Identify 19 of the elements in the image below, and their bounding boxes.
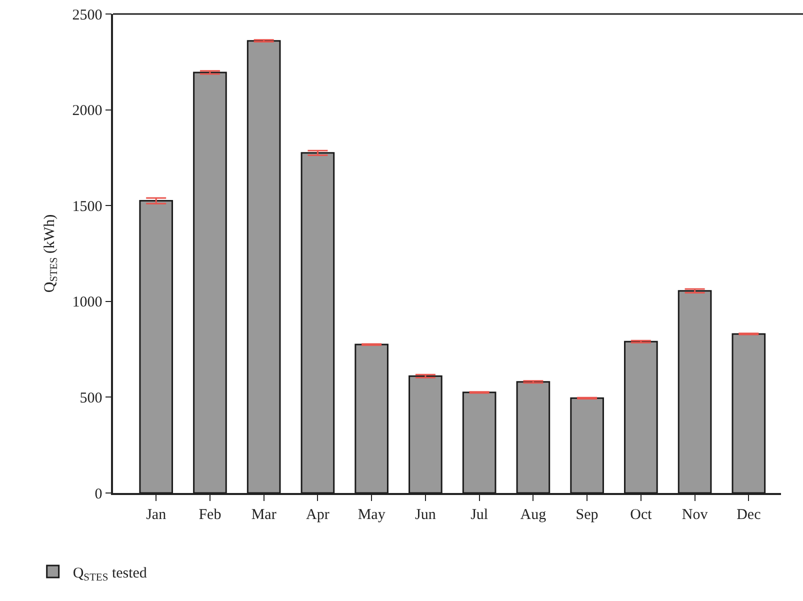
x-tick-label: Jan [146, 506, 167, 523]
x-tick-label: Jul [470, 506, 488, 523]
x-tick-label: May [358, 506, 386, 523]
x-tick-label: Sep [576, 506, 598, 523]
x-tick-label: Dec [736, 506, 762, 523]
y-tick-label: 1000 [72, 294, 102, 311]
x-tick-label: Mar [251, 506, 276, 523]
y-tick-label: 2500 [72, 7, 102, 24]
y-tick-label: 2000 [72, 103, 102, 120]
x-tick-label: Aug [520, 506, 547, 523]
y-tick-label: 1500 [72, 198, 102, 215]
y-tick-label: 0 [94, 486, 102, 502]
y-tick-label: 500 [80, 390, 102, 406]
x-tick-label: Apr [306, 506, 330, 523]
x-tick-label: Feb [198, 506, 222, 523]
x-tick-label: Oct [630, 506, 653, 523]
x-tick-label: Nov [682, 506, 708, 523]
x-tick-label: Jun [415, 506, 436, 523]
legend-label: Q$_{STES}$ tested [72, 565, 148, 584]
